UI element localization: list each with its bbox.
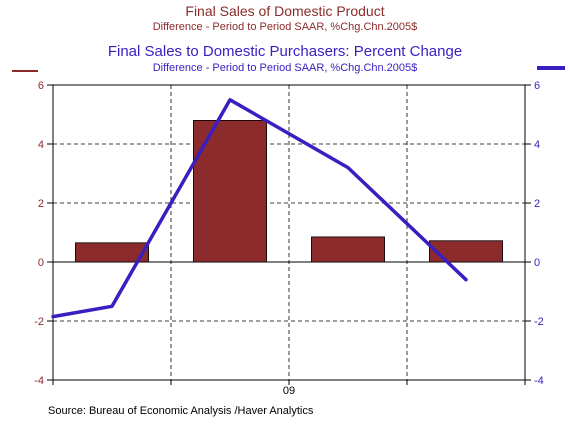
left-series-subtitle: Difference - Period to Period SAAR, %Chg… [153, 21, 418, 33]
bar [311, 236, 385, 263]
right-tick-label: 4 [534, 139, 540, 151]
left-tick-label: 6 [38, 80, 44, 92]
right-tick-label: 0 [534, 257, 540, 269]
left-series-title: Final Sales of Domestic Product [185, 3, 384, 19]
left-tick-label: 0 [38, 257, 44, 269]
right-tick-label: -4 [534, 375, 544, 387]
right-tick-label: 2 [534, 198, 540, 210]
left-tick-label: -4 [34, 375, 44, 387]
bar [75, 242, 149, 263]
x-tick-label: 09 [283, 385, 295, 397]
source-note: Source: Bureau of Economic Analysis /Hav… [48, 405, 314, 417]
line-series [51, 98, 468, 319]
left-tick-label: 4 [38, 139, 44, 151]
right-tick-label: 6 [534, 80, 540, 92]
bar [429, 240, 503, 263]
right-series-subtitle: Difference - Period to Period SAAR, %Chg… [153, 62, 418, 74]
right-tick-label: -2 [534, 316, 544, 328]
left-tick-label: -2 [34, 316, 44, 328]
plot-area: 6 6 4 4 2 2 0 0 -2 -2 -4 -4 09 [34, 80, 544, 397]
right-series-title: Final Sales to Domestic Purchasers: Perc… [108, 43, 462, 60]
left-tick-label: 2 [38, 198, 44, 210]
